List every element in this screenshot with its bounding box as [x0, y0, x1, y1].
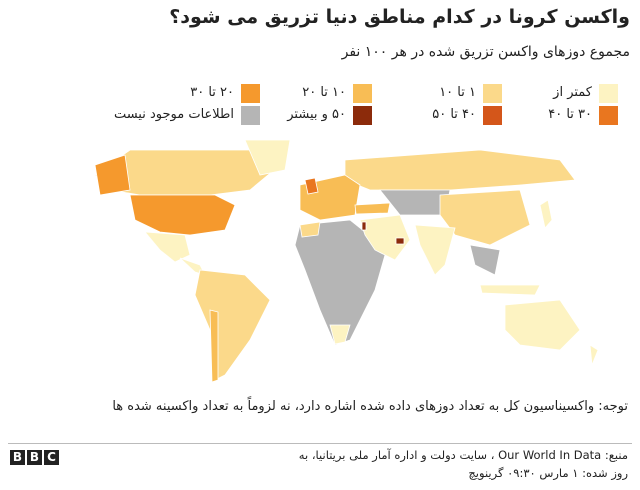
country — [504, 299, 581, 351]
updated: روز شده: ۱ مارس ۰۹:۳۰ گرینویچ — [468, 466, 628, 480]
country — [439, 189, 531, 246]
logo-letter: C — [44, 450, 59, 465]
legend-swatch — [353, 84, 372, 103]
legend-swatch — [241, 106, 260, 125]
legend-label: ۴۰ تا ۵۰ — [432, 107, 476, 122]
country — [94, 154, 131, 196]
country — [379, 189, 451, 216]
country — [244, 139, 291, 176]
country — [469, 244, 501, 276]
source: منبع: Our World In Data ، سایت دولت و اد… — [298, 448, 628, 462]
legend-label: ۳۰ تا ۴۰ — [548, 107, 592, 122]
legend-label: ۱۰ تا ۲۰ — [302, 85, 346, 100]
country — [414, 224, 456, 276]
logo-letter: B — [27, 450, 42, 465]
country — [361, 221, 367, 231]
country — [479, 284, 541, 296]
subtitle: مجموع دوزهای واکسن تزریق شده در هر ۱۰۰ ن… — [341, 44, 630, 60]
legend-label: ۵۰ و بیشتر — [287, 107, 346, 122]
legend-swatch — [353, 106, 372, 125]
country — [354, 202, 391, 215]
note: توجه: واکسیناسیون کل به تعداد دوزهای داد… — [112, 399, 628, 414]
legend-label: کمتر از — [553, 85, 592, 100]
legend-label: ۲۰ تا ۳۰ — [190, 85, 234, 100]
country — [395, 237, 405, 245]
country — [209, 309, 219, 383]
country — [144, 231, 191, 263]
country — [589, 344, 599, 366]
legend-label: اطلاعات موجود نیست — [113, 107, 234, 122]
country — [539, 199, 553, 229]
legend-swatch — [599, 106, 618, 125]
legend-label: ۱ تا ۱۰ — [439, 85, 476, 100]
country — [194, 269, 271, 381]
title: واکسن کرونا در کدام مناطق دنیا تزریق می … — [169, 6, 630, 28]
country — [129, 194, 236, 236]
legend-swatch — [241, 84, 260, 103]
country — [344, 149, 576, 191]
logo-letter: B — [10, 450, 25, 465]
country — [304, 177, 319, 195]
legend-swatch — [599, 84, 618, 103]
divider — [8, 443, 632, 444]
legend-swatch — [483, 106, 502, 125]
country — [329, 324, 351, 345]
country — [299, 221, 321, 238]
legend-swatch — [483, 84, 502, 103]
